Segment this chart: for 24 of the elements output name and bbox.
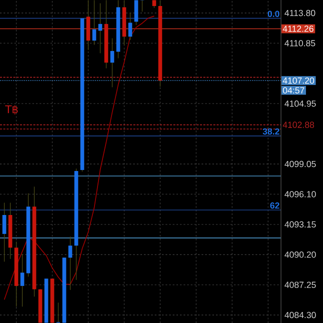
y-tick-label: 4096.10	[284, 191, 316, 198]
annotation: 62	[270, 202, 280, 209]
candlestick	[2, 202, 6, 262]
y-tick-label: 4084.30	[284, 312, 316, 318]
ref-line-label: 4102.88	[282, 122, 314, 128]
y-tick-label: 4099.05	[284, 160, 316, 168]
candlestick	[20, 254, 24, 307]
candlestick	[110, 38, 114, 88]
candlestick	[86, 0, 90, 50]
annotation: 0.0	[268, 10, 280, 17]
ref-line-label: 4112.26	[282, 26, 314, 32]
y-tick-label: 4113.80	[284, 10, 316, 16]
candlestick	[128, 12, 132, 40]
text: 04:57	[282, 87, 304, 94]
annotation: T฿	[5, 104, 18, 115]
y-tick-label: 4090.20	[284, 251, 316, 258]
y-tick-label: 4093.15	[284, 221, 316, 228]
candlestick	[134, 0, 138, 26]
y-tick-label: 4110.85	[284, 40, 316, 46]
ref-line-label: 4107.20	[282, 77, 314, 84]
candlestick	[68, 236, 72, 290]
y-tick-label: 4087.25	[284, 282, 316, 288]
annotation: 38.2	[262, 128, 280, 135]
y-tick-label: 4104.95	[284, 100, 316, 107]
